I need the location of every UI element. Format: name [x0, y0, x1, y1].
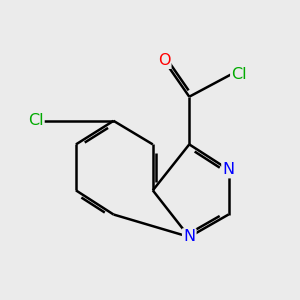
Text: Cl: Cl	[231, 67, 247, 82]
Text: Cl: Cl	[28, 113, 44, 128]
Text: N: N	[183, 230, 195, 244]
Text: N: N	[223, 162, 235, 177]
Text: O: O	[158, 53, 170, 68]
